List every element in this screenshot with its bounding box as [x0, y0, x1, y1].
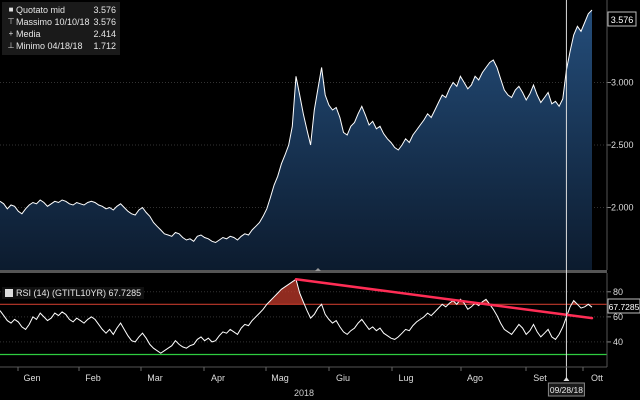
legend-value: 2.414 [93, 29, 116, 39]
legend-row-max: ⊤ Massimo 10/10/18 3.576 [6, 16, 116, 28]
rsi-overbought-fill [266, 279, 578, 305]
rsi-last-box [607, 298, 640, 314]
x-tick-label: Giu [336, 373, 350, 383]
x-tick-label: Mag [271, 373, 289, 383]
legend-label: Massimo 10/10/18 [16, 17, 90, 27]
cursor-date-box [547, 382, 585, 397]
legend-value: 3.576 [93, 17, 116, 27]
rsi-legend-value: 67.7285 [108, 288, 142, 298]
legend-row-min: ⊥ Minimo 04/18/18 1.712 [6, 40, 116, 52]
cross-marker-icon: + [8, 29, 14, 38]
panel-divider [0, 270, 607, 273]
filled-square-icon: ■ [8, 5, 14, 14]
legend-label: Minimo 04/18/18 [16, 41, 83, 51]
last-price-badge: 3.576 [607, 11, 637, 27]
cursor-arrow-icon [563, 377, 570, 381]
max-marker-icon: ⊤ [7, 17, 15, 26]
rsi-legend-label: RSI (14) (GTITL10YR) [16, 288, 107, 298]
filled-square-icon [5, 289, 13, 297]
cursor-date-label: 09/28/18 [550, 385, 583, 395]
rsi-last-label: 67.7285 [609, 302, 640, 312]
rsi-trendline[interactable] [294, 278, 594, 320]
min-marker-icon: ⊥ [7, 41, 15, 50]
price-y-axis: 2.000 2.500 3.000 [607, 78, 634, 213]
x-tick-label: Feb [85, 373, 101, 383]
rsi-gridlines [0, 291, 607, 343]
x-axis-ticks: Gen Feb Mar Apr Mag Giu Lug Ago Set Ott [17, 367, 604, 383]
last-price-label: 3.576 [611, 15, 634, 25]
x-tick-label: Lug [398, 373, 413, 383]
rsi-legend: RSI (14) (GTITL10YR) 67.7285 [2, 287, 145, 299]
legend-row-last: ■ Quotato mid 3.576 [6, 4, 116, 16]
price-tick-label: 2.000 [611, 203, 634, 213]
x-tick-label: Set [533, 373, 547, 383]
rsi-y-axis: 40 60 80 [607, 287, 623, 347]
price-series-line [0, 9, 593, 244]
legend-label: Media [16, 29, 41, 39]
rsi-tick-label: 80 [613, 287, 623, 297]
x-tick-label: Gen [23, 373, 40, 383]
rsi-last-badge: 67.7285 [607, 298, 640, 314]
x-tick-label: Ago [467, 373, 483, 383]
x-tick-label: Ott [591, 373, 604, 383]
rsi-tick-label: 60 [613, 312, 623, 322]
price-legend: ■ Quotato mid 3.576 ⊤ Massimo 10/10/18 3… [2, 2, 120, 55]
x-tick-label: Apr [211, 373, 225, 383]
price-tick-label: 2.500 [611, 140, 634, 150]
legend-value: 1.712 [93, 41, 116, 51]
cursor-date-badge: 09/28/18 [547, 377, 585, 397]
rsi-tick-label: 40 [613, 337, 623, 347]
panel-resize-handle[interactable] [315, 268, 321, 271]
last-price-box [607, 11, 637, 27]
price-area-fill [0, 10, 592, 270]
x-tick-label: Mar [147, 373, 163, 383]
legend-label: Quotato mid [16, 5, 66, 15]
year-label: 2018 [294, 388, 314, 398]
legend-row-mean: + Media 2.414 [6, 28, 116, 40]
legend-value: 3.576 [93, 5, 116, 15]
price-tick-label: 3.000 [611, 78, 634, 88]
